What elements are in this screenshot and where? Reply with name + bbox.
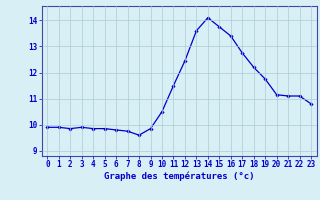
X-axis label: Graphe des températures (°c): Graphe des températures (°c) bbox=[104, 172, 254, 181]
